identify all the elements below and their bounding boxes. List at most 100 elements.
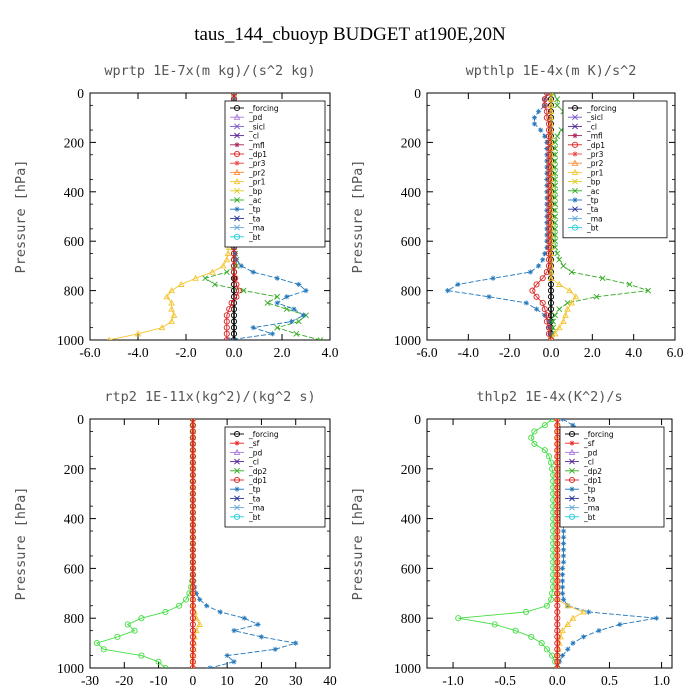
legend-marker xyxy=(234,197,240,203)
data-point xyxy=(541,447,548,454)
data-point xyxy=(211,281,218,288)
series-line xyxy=(192,419,296,668)
data-point xyxy=(235,287,242,294)
data-point xyxy=(568,299,576,306)
data-point xyxy=(546,318,552,325)
data-point xyxy=(545,176,552,183)
data-point xyxy=(189,434,196,441)
data-point xyxy=(223,269,230,275)
data-point xyxy=(190,664,195,668)
data-point xyxy=(560,528,567,534)
y-tick-label: 600 xyxy=(64,561,85,576)
data-point xyxy=(556,256,563,263)
data-point xyxy=(554,102,561,109)
data-point xyxy=(522,608,530,616)
data-point xyxy=(564,305,571,312)
data-point xyxy=(544,213,550,220)
data-point xyxy=(543,602,550,609)
data-point xyxy=(543,269,550,276)
data-point xyxy=(559,578,566,584)
y-tick-label: 600 xyxy=(64,234,85,249)
data-point xyxy=(580,634,586,640)
data-point xyxy=(107,336,112,340)
data-point xyxy=(274,300,280,306)
data-point xyxy=(550,318,556,325)
legend-marker xyxy=(569,486,575,492)
data-point xyxy=(189,546,196,553)
data-point xyxy=(230,269,238,276)
data-point xyxy=(554,596,561,603)
legend-marker xyxy=(234,504,240,511)
x-tick-label: 40 xyxy=(323,673,337,688)
data-point xyxy=(224,250,232,257)
data-point xyxy=(162,608,169,616)
legend-marker xyxy=(233,513,241,520)
legend-label: _ma xyxy=(586,214,603,223)
data-point xyxy=(189,459,196,466)
legend: _forcing_sf_pd_cl_dp2_dp1_tp_ta_ma_bt xyxy=(224,426,326,528)
legend-label: _bt xyxy=(248,513,261,522)
data-point xyxy=(555,280,563,287)
data-point xyxy=(545,139,552,146)
data-point xyxy=(455,281,461,288)
legend-marker xyxy=(572,133,578,139)
chart-panel-3: rtp2 1E-11x(kg^2)/(kg^2 s) Pressure [hPa]… xyxy=(13,389,337,688)
legend-marker xyxy=(571,224,579,231)
legend-box xyxy=(559,426,665,528)
data-point xyxy=(540,257,546,263)
data-point xyxy=(189,440,196,447)
legend-marker xyxy=(233,430,241,438)
legend-marker xyxy=(234,467,240,474)
data-point xyxy=(543,114,550,121)
data-point xyxy=(226,306,233,313)
data-point xyxy=(217,609,223,615)
y-tick-label: 1000 xyxy=(394,333,421,348)
data-point xyxy=(543,93,550,97)
data-point xyxy=(186,590,193,597)
legend-marker xyxy=(569,440,575,446)
data-point xyxy=(565,646,571,652)
legend-marker xyxy=(569,467,575,474)
data-point xyxy=(100,646,107,653)
data-point xyxy=(533,306,540,312)
data-point xyxy=(544,189,550,195)
legend-marker xyxy=(569,504,575,511)
data-point xyxy=(545,182,552,189)
y-tick-label: 0 xyxy=(77,412,84,427)
data-point xyxy=(189,471,196,479)
data-point xyxy=(544,232,550,238)
x-tick-label: 4.0 xyxy=(322,345,339,360)
data-point xyxy=(570,422,576,428)
data-point xyxy=(238,263,244,269)
data-point xyxy=(219,262,227,269)
data-point xyxy=(232,275,239,282)
data-point xyxy=(543,108,550,115)
legend-label: _tp xyxy=(248,485,261,494)
data-point xyxy=(528,434,535,441)
data-point xyxy=(568,269,575,275)
data-point xyxy=(596,628,602,634)
legend-marker xyxy=(568,513,576,520)
data-point xyxy=(189,478,196,485)
chart-panel-4: thlp2 1E-4x(K^2)/s Pressure [hPa] 0 200 400 6… xyxy=(350,389,673,688)
data-point xyxy=(547,95,555,102)
y-tick-label: 800 xyxy=(401,284,422,299)
data-point xyxy=(544,201,550,207)
data-point xyxy=(539,299,546,307)
data-point xyxy=(545,207,552,214)
data-point xyxy=(231,659,237,665)
data-point xyxy=(542,133,548,139)
data-point xyxy=(554,615,561,622)
legend-label: _ta xyxy=(248,494,260,503)
legend-label: _ma xyxy=(248,504,265,513)
data-point xyxy=(512,627,519,634)
series-tp xyxy=(445,93,554,340)
y-tick-label: 400 xyxy=(64,185,85,200)
data-point xyxy=(230,256,238,263)
data-point xyxy=(541,102,548,109)
data-point xyxy=(559,419,566,422)
x-tick-label: 2.0 xyxy=(274,345,291,360)
x-tick-label: 0.0 xyxy=(549,673,566,688)
legend-label: _dp1 xyxy=(248,476,267,485)
data-point xyxy=(557,633,564,640)
